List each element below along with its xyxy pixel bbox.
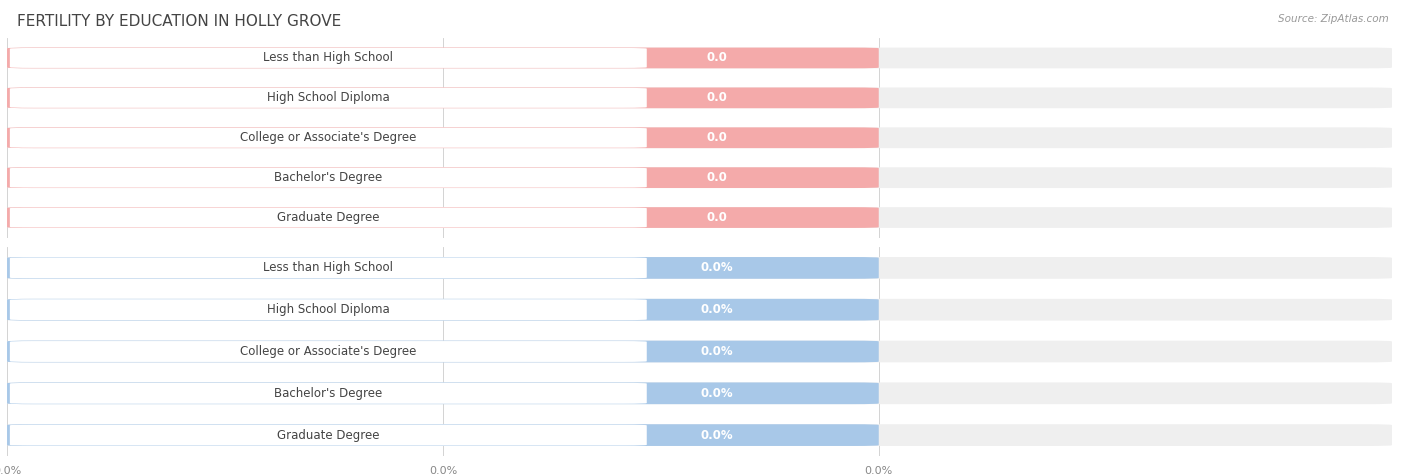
FancyBboxPatch shape [7, 167, 879, 188]
Text: Graduate Degree: Graduate Degree [277, 428, 380, 442]
FancyBboxPatch shape [7, 87, 1392, 108]
Text: Bachelor's Degree: Bachelor's Degree [274, 387, 382, 400]
Text: 0.0%: 0.0% [429, 466, 457, 475]
FancyBboxPatch shape [7, 48, 879, 68]
Text: Less than High School: Less than High School [263, 51, 394, 65]
FancyBboxPatch shape [7, 382, 879, 404]
FancyBboxPatch shape [7, 341, 1392, 362]
Text: 0.0: 0.0 [707, 131, 727, 144]
FancyBboxPatch shape [7, 341, 879, 362]
FancyBboxPatch shape [7, 167, 1392, 188]
FancyBboxPatch shape [10, 168, 647, 188]
Text: Source: ZipAtlas.com: Source: ZipAtlas.com [1278, 14, 1389, 24]
FancyBboxPatch shape [10, 257, 647, 278]
FancyBboxPatch shape [10, 425, 647, 446]
Text: 0.0: 0.0 [0, 247, 15, 257]
FancyBboxPatch shape [7, 257, 879, 279]
FancyBboxPatch shape [7, 424, 1392, 446]
FancyBboxPatch shape [10, 88, 647, 108]
FancyBboxPatch shape [7, 382, 1392, 404]
Text: 0.0: 0.0 [707, 211, 727, 224]
Text: 0.0%: 0.0% [865, 466, 893, 475]
FancyBboxPatch shape [10, 48, 647, 68]
FancyBboxPatch shape [7, 48, 1392, 68]
FancyBboxPatch shape [7, 257, 1392, 279]
Text: Less than High School: Less than High School [263, 261, 394, 275]
FancyBboxPatch shape [7, 207, 879, 228]
Text: 0.0: 0.0 [707, 91, 727, 104]
Text: High School Diploma: High School Diploma [267, 303, 389, 316]
FancyBboxPatch shape [10, 341, 647, 362]
Text: 0.0%: 0.0% [700, 387, 734, 400]
FancyBboxPatch shape [7, 127, 1392, 148]
Text: 0.0%: 0.0% [700, 303, 734, 316]
FancyBboxPatch shape [7, 424, 879, 446]
Text: 0.0: 0.0 [870, 247, 887, 257]
FancyBboxPatch shape [7, 299, 1392, 321]
Text: FERTILITY BY EDUCATION IN HOLLY GROVE: FERTILITY BY EDUCATION IN HOLLY GROVE [17, 14, 342, 29]
FancyBboxPatch shape [10, 208, 647, 228]
Text: Graduate Degree: Graduate Degree [277, 211, 380, 224]
Text: 0.0: 0.0 [434, 247, 451, 257]
Text: 0.0: 0.0 [707, 51, 727, 65]
Text: 0.0%: 0.0% [0, 466, 21, 475]
Text: 0.0: 0.0 [707, 171, 727, 184]
Text: 0.0%: 0.0% [700, 261, 734, 275]
Text: College or Associate's Degree: College or Associate's Degree [240, 345, 416, 358]
Text: 0.0%: 0.0% [700, 345, 734, 358]
FancyBboxPatch shape [7, 299, 879, 321]
Text: High School Diploma: High School Diploma [267, 91, 389, 104]
FancyBboxPatch shape [7, 127, 879, 148]
Text: 0.0%: 0.0% [700, 428, 734, 442]
Text: Bachelor's Degree: Bachelor's Degree [274, 171, 382, 184]
FancyBboxPatch shape [7, 87, 879, 108]
FancyBboxPatch shape [10, 299, 647, 320]
FancyBboxPatch shape [10, 128, 647, 148]
FancyBboxPatch shape [7, 207, 1392, 228]
FancyBboxPatch shape [10, 383, 647, 404]
Text: College or Associate's Degree: College or Associate's Degree [240, 131, 416, 144]
